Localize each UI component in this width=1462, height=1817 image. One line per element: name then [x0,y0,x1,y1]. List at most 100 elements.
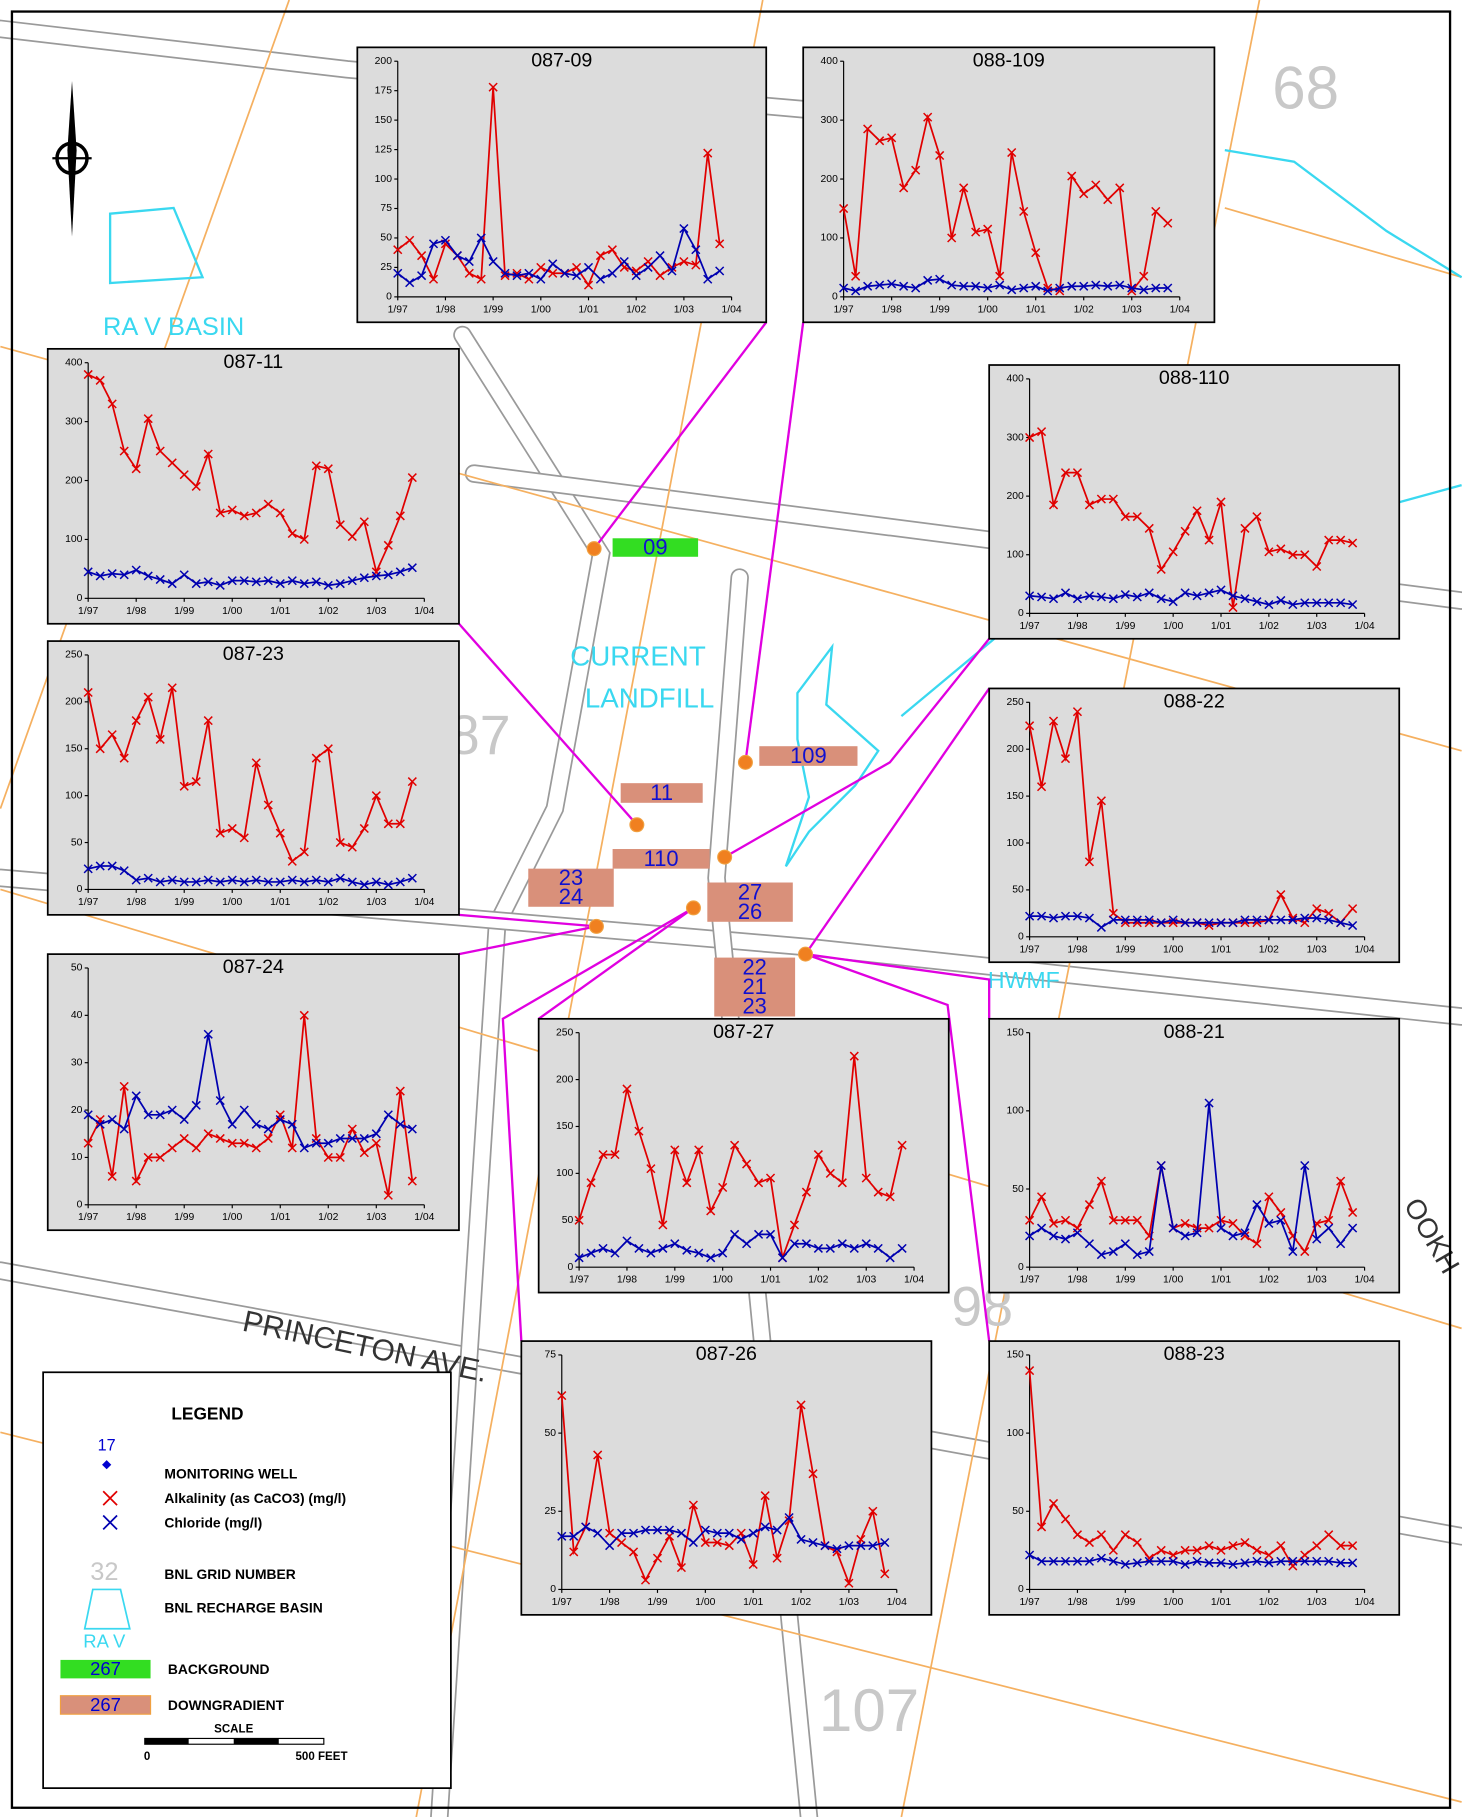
data-point [335,1133,345,1144]
data-point [682,1178,692,1188]
legend-box [42,1371,452,1789]
data-point [1252,1556,1262,1566]
data-point [1348,920,1358,931]
data-point [452,251,462,261]
pond [784,642,880,867]
data-point [646,1164,656,1174]
data-point [730,1140,740,1150]
y-tick-label: 400 [821,56,839,67]
data-point [335,837,345,848]
x-tick-label: 1/02 [318,606,338,617]
data-point [1163,283,1173,293]
data-point [1300,1160,1310,1171]
data-point [748,1528,758,1538]
well-label: 26 [738,899,762,924]
data-point [407,473,417,483]
data-point [179,877,189,887]
data-point [667,262,677,272]
data-point [287,576,297,586]
data-point [607,268,617,278]
data-point [1019,206,1029,217]
data-point [1025,1231,1035,1241]
data-point [1228,1231,1238,1241]
x-tick-label: 1/97 [78,1212,98,1223]
data-point [1192,1228,1202,1238]
data-point [407,873,417,883]
data-point [251,1143,261,1153]
y-tick-label: 100 [1007,838,1025,849]
data-point [536,274,546,284]
data-point [1276,890,1286,900]
data-point [143,873,153,883]
data-point [753,1229,764,1239]
data-point [1336,1558,1346,1568]
data-point [557,1391,567,1401]
data-point [1060,1556,1071,1566]
data-point [880,1537,890,1548]
leader-lines [458,321,991,1342]
data-point [873,1187,883,1197]
data-point [1036,911,1047,921]
y-tick-label: 100 [65,534,83,545]
data-point [715,266,725,276]
y-tick-label: 200 [65,475,83,486]
x-tick-label: 1/98 [882,304,902,315]
data-point [765,1229,776,1239]
x-tick-label: 1/00 [978,304,998,315]
data-point [1300,598,1310,608]
data-point [95,375,105,385]
data-point [1264,1550,1274,1560]
grid-boundary [1224,207,1462,279]
data-point [1103,281,1113,291]
data-point [643,262,653,272]
data-point [1048,1498,1059,1509]
data-point [383,819,393,829]
data-point [167,683,177,693]
data-point [700,1525,710,1535]
series-line [87,865,413,886]
data-point [691,245,701,255]
data-point [299,1010,309,1020]
data-point [407,1176,417,1186]
x-tick-label: 1/99 [1115,1597,1135,1608]
data-point [1264,1192,1274,1202]
data-point [1180,918,1190,928]
x-tick-label: 1/01 [1211,621,1231,632]
data-point [1204,1223,1214,1233]
well-location [685,900,701,916]
data-point [897,1243,907,1253]
legend-symbol [83,1588,131,1630]
x-tick-label: 1/98 [1067,1597,1087,1608]
data-point [813,1243,823,1253]
data-point [605,1541,615,1551]
data-point [760,1491,770,1501]
data-point [1216,1223,1226,1233]
data-point [1240,1558,1250,1568]
data-point [215,580,225,590]
x-tick-label: 1/04 [414,606,434,617]
chart-title: 088-21 [1164,1021,1225,1043]
data-point [203,716,213,726]
well-label: 23 [742,994,766,1019]
x-tick-label: 1/00 [713,1275,733,1286]
leader-line [805,952,991,1019]
data-point [1096,1553,1106,1563]
data-point [1132,512,1142,522]
x-tick-label: 1/97 [569,1275,589,1286]
data-point [1180,1218,1190,1228]
data-point [1276,595,1286,606]
series-line [397,226,721,284]
x-tick-label: 1/98 [126,606,146,617]
data-point [287,1119,297,1129]
data-point [622,1236,632,1246]
data-point [311,577,321,587]
well-label: 27 [738,879,762,904]
leader-line [458,913,597,928]
data-point [1096,1176,1106,1186]
data-point [1048,594,1059,604]
data-point [715,239,725,249]
leader-line [744,322,805,763]
y-tick-label: 100 [556,1168,574,1179]
y-tick-label: 75 [380,203,392,214]
chart: 087-09 0 25 50 75 100 125 150 175 200 1/97 1/98 1/99… [356,46,768,324]
